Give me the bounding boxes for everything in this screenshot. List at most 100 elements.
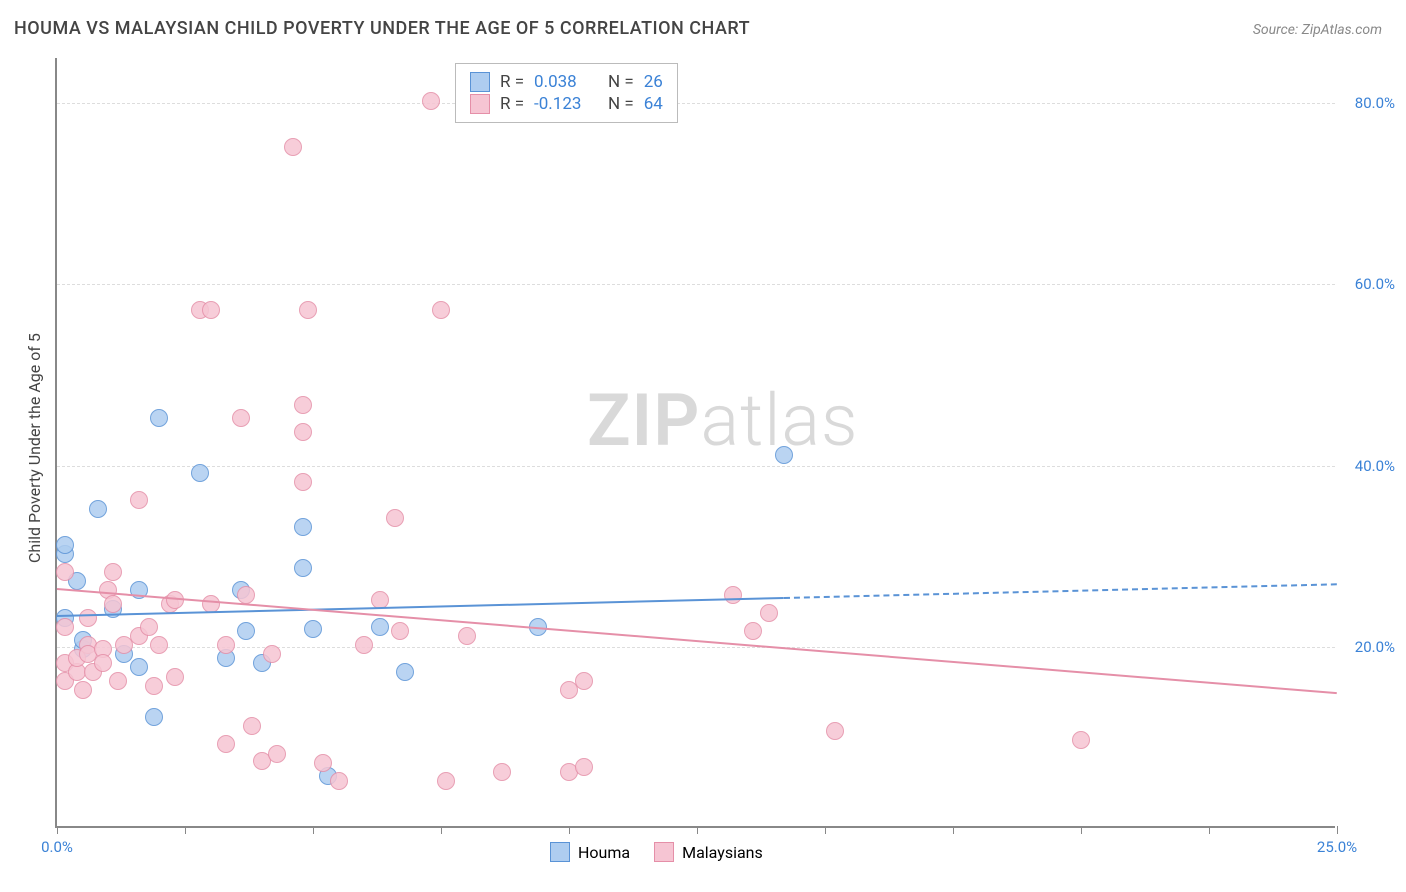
- legend-swatch: [470, 72, 490, 92]
- legend-item: Malaysians: [654, 842, 763, 862]
- gridline: [57, 466, 1335, 467]
- data-point: [299, 301, 317, 319]
- x-tick: [57, 826, 58, 834]
- data-point: [217, 735, 235, 753]
- trend-line: [57, 588, 1337, 694]
- data-point: [166, 668, 184, 686]
- x-tick: [953, 826, 954, 834]
- scatter-plot: ZIPatlas 20.0%40.0%60.0%80.0%0.0%25.0%: [55, 58, 1335, 828]
- data-point: [109, 672, 127, 690]
- data-point: [437, 772, 455, 790]
- data-point: [294, 559, 312, 577]
- x-tick: [185, 826, 186, 834]
- data-point: [237, 586, 255, 604]
- gridline: [57, 647, 1335, 648]
- watermark: ZIPatlas: [587, 378, 859, 463]
- data-point: [775, 446, 793, 464]
- y-tick-label: 60.0%: [1340, 275, 1395, 293]
- data-point: [140, 618, 158, 636]
- n-label: N =: [608, 94, 634, 114]
- r-label: R =: [500, 94, 524, 114]
- data-point: [744, 622, 762, 640]
- data-point: [104, 563, 122, 581]
- data-point: [104, 595, 122, 613]
- data-point: [56, 563, 74, 581]
- data-point: [294, 518, 312, 536]
- y-tick-label: 80.0%: [1340, 94, 1395, 112]
- legend-label: Houma: [578, 843, 630, 862]
- data-point: [355, 636, 373, 654]
- legend-swatch: [550, 842, 570, 862]
- x-tick: [697, 826, 698, 834]
- x-tick-label: 25.0%: [1317, 838, 1357, 856]
- correlation-legend: R = 0.038 N = 26 R = -0.123 N = 64: [455, 63, 678, 123]
- data-point: [145, 677, 163, 695]
- data-point: [150, 409, 168, 427]
- data-point: [56, 536, 74, 554]
- data-point: [74, 681, 92, 699]
- x-tick: [825, 826, 826, 834]
- x-tick: [441, 826, 442, 834]
- trend-line: [784, 583, 1337, 599]
- source-attribution: Source: ZipAtlas.com: [1253, 22, 1382, 38]
- x-tick: [1209, 826, 1210, 834]
- data-point: [304, 620, 322, 638]
- r-label: R =: [500, 72, 524, 92]
- watermark-bold: ZIP: [587, 378, 700, 463]
- x-tick: [1081, 826, 1082, 834]
- data-point: [493, 763, 511, 781]
- data-point: [330, 772, 348, 790]
- legend-label: Malaysians: [682, 843, 763, 862]
- data-point: [294, 423, 312, 441]
- data-point: [130, 491, 148, 509]
- gridline: [57, 284, 1335, 285]
- data-point: [191, 464, 209, 482]
- series-legend: Houma Malaysians: [550, 842, 763, 862]
- data-point: [263, 645, 281, 663]
- data-point: [130, 658, 148, 676]
- data-point: [89, 500, 107, 518]
- y-axis-label: Child Poverty Under the Age of 5: [25, 333, 44, 563]
- data-point: [294, 473, 312, 491]
- n-value: 64: [644, 94, 663, 114]
- data-point: [237, 622, 255, 640]
- gridline: [57, 103, 1335, 104]
- x-tick: [313, 826, 314, 834]
- x-tick: [1337, 826, 1338, 834]
- data-point: [458, 627, 476, 645]
- y-tick-label: 20.0%: [1340, 638, 1395, 656]
- data-point: [294, 396, 312, 414]
- data-point: [56, 618, 74, 636]
- legend-row: R = 0.038 N = 26: [470, 72, 663, 92]
- data-point: [145, 708, 163, 726]
- chart-title: HOUMA VS MALAYSIAN CHILD POVERTY UNDER T…: [14, 18, 750, 39]
- r-value: 0.038: [534, 72, 594, 92]
- legend-swatch: [654, 842, 674, 862]
- data-point: [94, 654, 112, 672]
- data-point: [232, 409, 250, 427]
- data-point: [724, 586, 742, 604]
- y-tick-label: 40.0%: [1340, 457, 1395, 475]
- data-point: [217, 636, 235, 654]
- data-point: [268, 745, 286, 763]
- data-point: [284, 138, 302, 156]
- data-point: [371, 618, 389, 636]
- n-label: N =: [608, 72, 634, 92]
- legend-row: R = -0.123 N = 64: [470, 94, 663, 114]
- r-value: -0.123: [534, 94, 594, 114]
- x-tick-label: 0.0%: [41, 838, 73, 856]
- data-point: [575, 758, 593, 776]
- data-point: [243, 717, 261, 735]
- data-point: [432, 301, 450, 319]
- legend-item: Houma: [550, 842, 630, 862]
- data-point: [826, 722, 844, 740]
- legend-swatch: [470, 94, 490, 114]
- data-point: [575, 672, 593, 690]
- data-point: [202, 301, 220, 319]
- n-value: 26: [644, 72, 663, 92]
- data-point: [150, 636, 168, 654]
- data-point: [314, 754, 332, 772]
- data-point: [422, 92, 440, 110]
- data-point: [386, 509, 404, 527]
- x-tick: [569, 826, 570, 834]
